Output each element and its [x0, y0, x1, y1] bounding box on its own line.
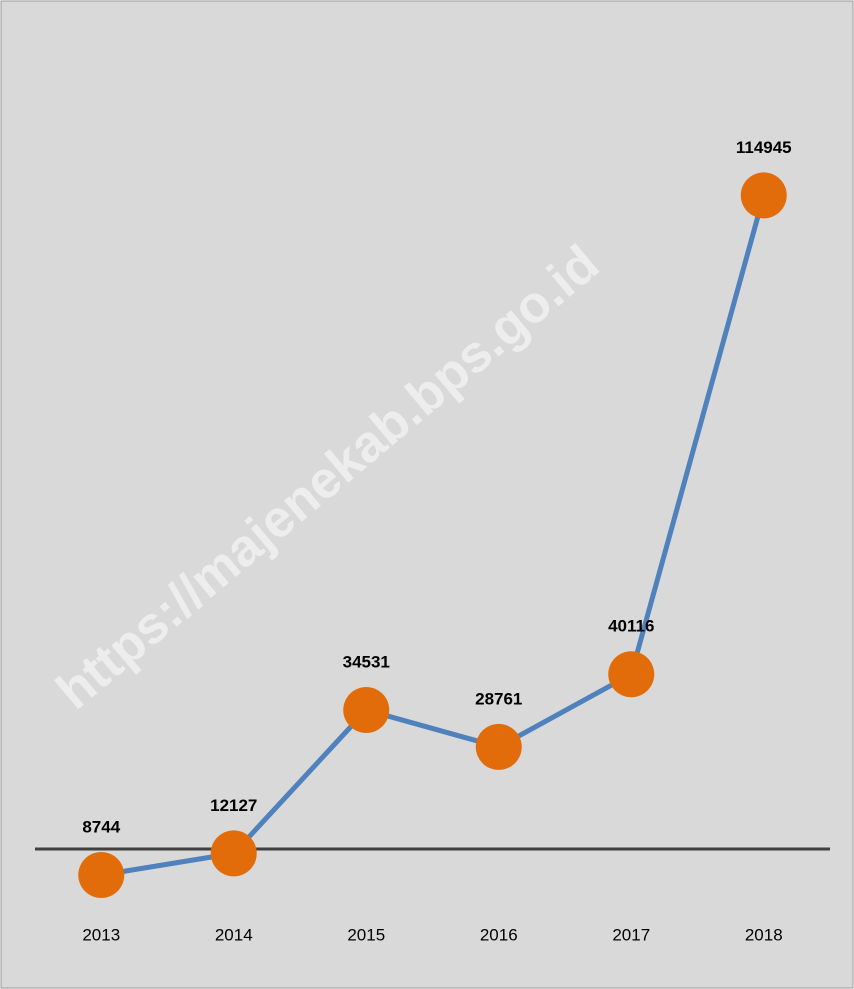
marker — [475, 723, 522, 770]
x-tick-label: 2016 — [480, 925, 518, 944]
marker — [608, 651, 655, 698]
data-label: 12127 — [210, 796, 257, 815]
x-tick-label: 2014 — [215, 925, 253, 944]
marker — [78, 852, 125, 899]
x-tick-label: 2017 — [612, 925, 650, 944]
x-tick-label: 2015 — [347, 925, 385, 944]
marker — [343, 687, 390, 734]
x-tick-label: 2013 — [82, 925, 120, 944]
data-label: 8744 — [82, 818, 120, 837]
data-label: 114945 — [736, 138, 792, 157]
data-label: 28761 — [475, 689, 522, 708]
marker — [210, 830, 257, 877]
x-tick-label: 2018 — [745, 925, 783, 944]
data-label: 40116 — [608, 617, 654, 636]
data-label: 34531 — [343, 652, 390, 671]
marker — [740, 172, 787, 219]
